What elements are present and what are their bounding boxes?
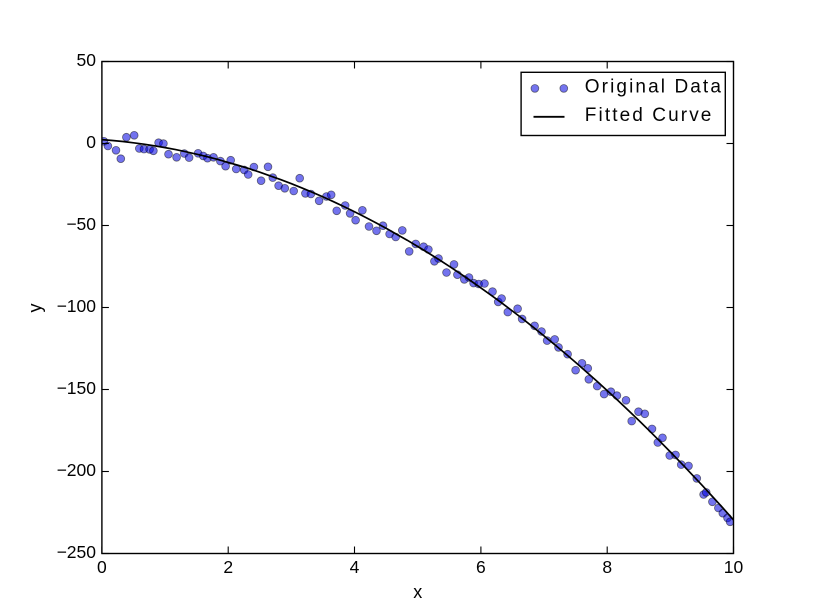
svg-text:−250: −250 bbox=[57, 542, 97, 562]
svg-text:−100: −100 bbox=[57, 296, 97, 316]
svg-text:x: x bbox=[413, 582, 422, 602]
svg-text:Fitted Curve: Fitted Curve bbox=[585, 105, 714, 126]
svg-text:y: y bbox=[25, 304, 45, 313]
svg-text:Original Data: Original Data bbox=[585, 77, 723, 98]
svg-text:6: 6 bbox=[476, 557, 486, 577]
svg-text:8: 8 bbox=[602, 557, 612, 577]
svg-text:4: 4 bbox=[350, 557, 360, 577]
svg-text:10: 10 bbox=[724, 557, 744, 577]
svg-text:0: 0 bbox=[86, 132, 96, 152]
svg-text:50: 50 bbox=[77, 50, 97, 70]
svg-text:−50: −50 bbox=[66, 214, 96, 234]
svg-text:0: 0 bbox=[97, 557, 107, 577]
svg-text:2: 2 bbox=[223, 557, 233, 577]
svg-text:−200: −200 bbox=[57, 460, 97, 480]
svg-text:−150: −150 bbox=[57, 378, 97, 398]
